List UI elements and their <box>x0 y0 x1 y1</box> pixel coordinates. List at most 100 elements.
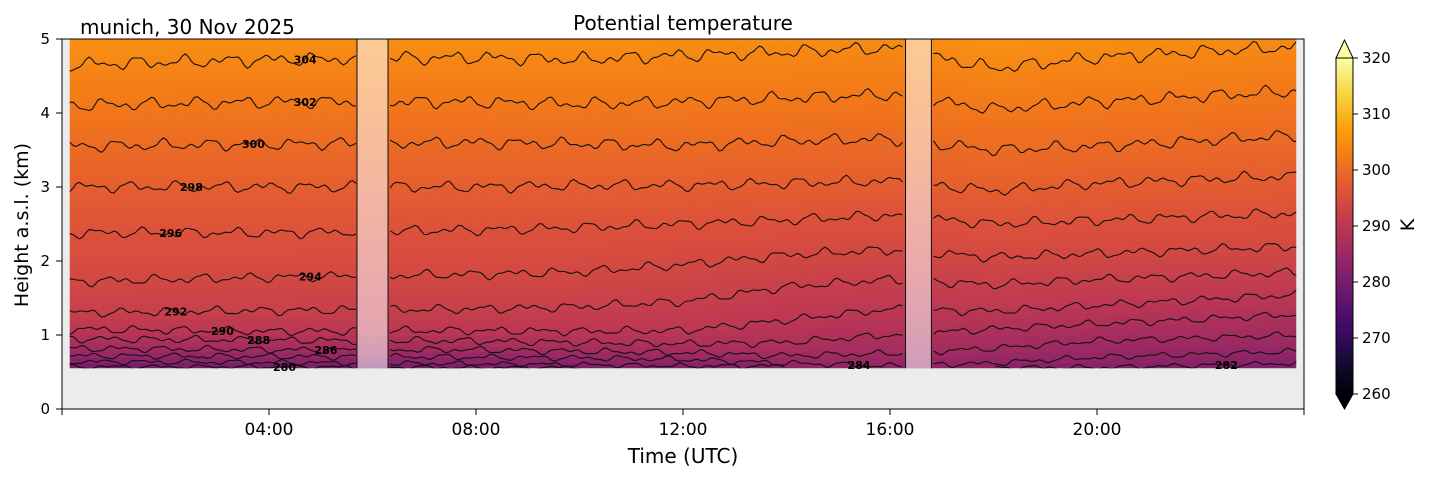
heatmap-cell <box>807 181 819 188</box>
heatmap-cell <box>765 236 777 243</box>
heatmap-cell <box>113 132 125 139</box>
heatmap-cell <box>579 253 591 260</box>
heatmap-cell <box>527 258 539 265</box>
heatmap-cell <box>320 49 332 57</box>
heatmap-cell <box>227 137 239 144</box>
heatmap-cell <box>134 318 146 325</box>
heatmap-cell <box>69 71 73 79</box>
heatmap-cell <box>72 214 84 221</box>
heatmap-cell <box>217 318 229 325</box>
heatmap-cell <box>527 335 539 342</box>
heatmap-cell <box>517 66 529 73</box>
heatmap-cell <box>496 192 508 199</box>
heatmap-cell <box>610 66 622 73</box>
heatmap-cell <box>72 220 84 227</box>
heatmap-cell <box>476 247 487 254</box>
heatmap-cell <box>714 121 725 128</box>
heatmap-cell <box>538 357 550 364</box>
heatmap-cell <box>113 165 125 172</box>
heatmap-cell <box>113 274 125 282</box>
heatmap-cell <box>393 66 405 73</box>
heatmap-cell <box>558 137 570 144</box>
heatmap-cell <box>413 159 425 166</box>
heatmap-cell <box>527 99 539 106</box>
heatmap-cell <box>134 115 146 122</box>
heatmap-cell <box>610 269 622 276</box>
heatmap-cell <box>124 198 136 205</box>
heatmap-cell <box>186 351 198 358</box>
heatmap-cell <box>693 176 705 183</box>
heatmap-cell <box>248 318 260 325</box>
heatmap-cell <box>538 264 550 271</box>
heatmap-cell <box>589 253 601 260</box>
heatmap-cell <box>82 291 94 298</box>
heatmap-cell <box>776 357 788 364</box>
heatmap-cell <box>444 110 456 117</box>
heatmap-cell <box>890 181 901 188</box>
heatmap-cell <box>310 274 322 282</box>
heatmap-cell <box>258 77 270 84</box>
heatmap-cell <box>248 274 260 282</box>
heatmap-cell <box>424 214 436 221</box>
heatmap-cell <box>248 220 260 227</box>
heatmap-cell <box>155 82 167 89</box>
heatmap-cell <box>527 187 539 194</box>
heatmap-cell <box>300 99 311 106</box>
heatmap-cell <box>496 198 508 205</box>
heatmap-cell <box>724 203 736 210</box>
heatmap-cell <box>434 285 446 293</box>
heatmap-cell <box>320 60 332 68</box>
heatmap-cell <box>734 121 746 128</box>
heatmap-cell <box>113 99 125 106</box>
heatmap-cell <box>610 346 622 353</box>
heatmap-cell <box>890 192 901 199</box>
heatmap-cell <box>124 165 136 172</box>
heatmap-cell <box>237 335 249 342</box>
heatmap-cell <box>703 88 715 95</box>
heatmap-cell <box>714 82 725 89</box>
heatmap-cell <box>755 318 767 325</box>
heatmap-cell <box>662 88 674 95</box>
heatmap-cell <box>662 55 674 62</box>
heatmap-cell <box>165 77 177 84</box>
heatmap-cell <box>289 209 301 216</box>
heatmap-cell <box>424 302 436 309</box>
heatmap-cell <box>476 214 487 221</box>
heatmap-cell <box>300 269 311 276</box>
heatmap-cell <box>610 77 622 84</box>
heatmap-cell <box>796 274 808 282</box>
heatmap-cell <box>620 154 632 161</box>
heatmap-cell <box>444 82 456 89</box>
heatmap-cell <box>600 258 612 265</box>
heatmap-cell <box>620 192 632 199</box>
heatmap-cell <box>331 236 343 243</box>
heatmap-cell <box>507 192 518 199</box>
heatmap-cell <box>403 302 415 309</box>
heatmap-cell <box>683 318 694 325</box>
heatmap-cell <box>890 88 901 95</box>
heatmap-cell <box>848 198 860 205</box>
heatmap-cell <box>206 66 218 73</box>
heatmap-cell <box>465 258 477 265</box>
heatmap-cell <box>693 115 705 122</box>
heatmap-cell <box>827 176 839 183</box>
heatmap-cell <box>890 274 901 282</box>
heatmap-cell <box>103 285 115 293</box>
heatmap-cell <box>476 280 487 287</box>
heatmap-cell <box>217 313 229 320</box>
heatmap-cell <box>817 176 829 183</box>
heatmap-cell <box>310 198 322 205</box>
heatmap-cell <box>320 110 332 117</box>
heatmap-cell <box>745 351 757 358</box>
heatmap-cell <box>579 115 591 122</box>
heatmap-cell <box>569 340 581 347</box>
heatmap-cell <box>175 71 187 79</box>
heatmap-cell <box>144 247 156 254</box>
heatmap-cell <box>848 274 860 282</box>
heatmap-cell <box>403 132 415 139</box>
heatmap-cell <box>589 242 601 249</box>
heatmap-cell <box>879 329 891 336</box>
heatmap-cell <box>476 137 487 144</box>
heatmap-cell <box>393 148 405 155</box>
heatmap-cell <box>248 236 260 243</box>
